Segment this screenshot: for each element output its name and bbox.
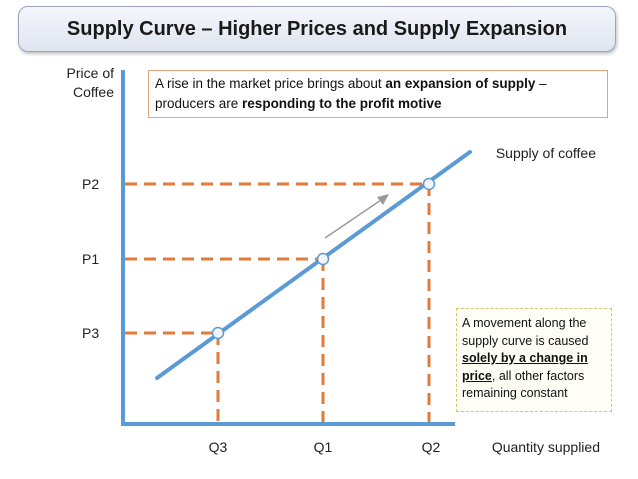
y-axis-label-line2: Coffee xyxy=(73,84,114,100)
diagram-title: Supply Curve – Higher Prices and Supply … xyxy=(66,17,568,40)
point-p1-q1 xyxy=(316,252,330,266)
y-axis-label: Price of Coffee xyxy=(40,64,114,102)
movement-arrow xyxy=(324,194,389,239)
supply-curve xyxy=(155,150,472,380)
supply-curve-label: Supply of coffee xyxy=(496,145,596,161)
movement-note-text-1: A movement along the supply curve is cau… xyxy=(462,316,589,348)
x-axis-label: Quantity supplied xyxy=(492,439,600,455)
movement-note-text-2: , all other factors remaining constant xyxy=(462,368,585,401)
expansion-note-text-2: – producers are xyxy=(155,76,547,111)
quantity-label-q1: Q1 xyxy=(314,439,333,455)
price-label-p3: P3 xyxy=(82,325,99,341)
movement-note-emphasis: solely by a change in price xyxy=(462,351,588,383)
quantity-label-q3: Q3 xyxy=(209,439,228,455)
movement-note: A movement along the supply curve is cau… xyxy=(456,308,612,412)
expansion-note-bold-2: responding to the profit motive xyxy=(242,96,442,111)
point-p2-q2 xyxy=(422,177,436,191)
title-banner: Supply Curve – Higher Prices and Supply … xyxy=(18,6,616,52)
expansion-note-bold-1: an expansion of supply xyxy=(385,76,536,91)
price-label-p1: P1 xyxy=(82,251,99,267)
price-label-p2: P2 xyxy=(82,176,99,192)
expansion-note-text-1: A rise in the market price brings about xyxy=(155,76,386,91)
y-axis-label-line1: Price of xyxy=(66,65,114,81)
quantity-label-q2: Q2 xyxy=(422,439,441,455)
point-p3-q3 xyxy=(211,326,225,340)
expansion-note: A rise in the market price brings about … xyxy=(148,70,608,118)
